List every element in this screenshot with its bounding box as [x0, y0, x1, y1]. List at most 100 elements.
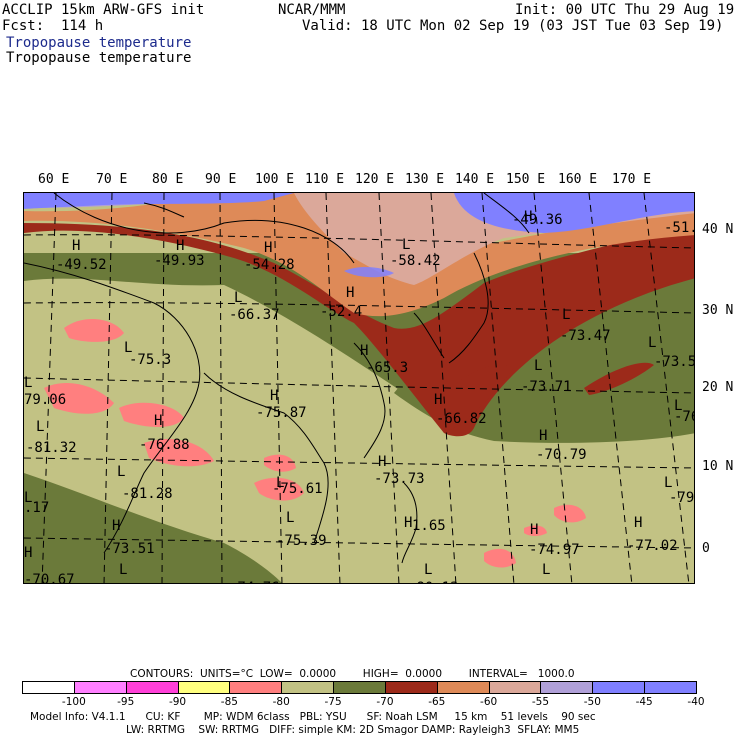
high-marker: H [346, 285, 354, 301]
model-title: ACCLIP 15km ARW-GFS init [2, 2, 205, 18]
shade-minus65-streaks [434, 362, 654, 433]
contour-value: -58.42 [390, 253, 441, 269]
lon-label: 170 E [612, 172, 652, 187]
contour-value: -81.32 [26, 440, 77, 456]
low-marker: L [24, 490, 32, 506]
low-marker: L [664, 475, 672, 491]
high-marker: H [72, 238, 80, 254]
lon-label: 150 E [506, 172, 546, 187]
colorbar-swatch [384, 681, 438, 694]
lon-label: 130 E [405, 172, 445, 187]
high-marker: H [24, 545, 32, 561]
contour-value: -66.82 [436, 411, 487, 427]
colorbar-swatch [333, 681, 386, 694]
low-marker: L [24, 375, 32, 391]
colorbar-tick: -45 [635, 696, 653, 708]
graticule [24, 193, 694, 583]
high-marker: H [378, 454, 386, 470]
model-info-2: LW: RRTMG SW: RRTMG DIFF: simple KM: 2D … [126, 724, 580, 736]
contour-value: -66.37 [229, 307, 280, 323]
model-info: Model Info: V4.1.1 CU: KF MP: WDM 6class… [30, 711, 596, 723]
colorbar-swatch [540, 681, 594, 694]
low-marker: L [119, 562, 127, 578]
contour-value: -73.55 [654, 354, 695, 370]
contour-value: -73.71 [521, 379, 572, 395]
contour-value: -49.36 [512, 212, 563, 228]
center-label: NCAR/MMM [278, 2, 346, 18]
contour-value: -80.13 [408, 580, 459, 584]
contour-info: CONTOURS: UNITS=°C LOW= 0.0000 HIGH= 0.0… [130, 668, 575, 680]
contour-value: -76.4 [674, 409, 695, 425]
low-marker: L [124, 340, 132, 356]
colorbar-swatch [22, 681, 75, 694]
colorbar-tick: -85 [220, 696, 238, 708]
contour-value: -52.4 [320, 304, 362, 320]
contour-value: -49.52 [56, 257, 107, 273]
colorbar-tick: -60 [480, 696, 498, 708]
colorbar-tick: -80 [272, 696, 290, 708]
high-marker: H [112, 518, 120, 534]
contour-value: -76.88 [139, 437, 190, 453]
lat-label: 20 N [702, 380, 734, 395]
low-marker: L [674, 398, 682, 414]
contour-value: 1.65 [412, 518, 446, 534]
contour-labels: H-49.52H-49.93H-54.28L-58.42H-49.36 -51.H… [24, 209, 695, 584]
high-marker: H [434, 392, 442, 408]
lon-label: 80 E [152, 172, 184, 187]
map-panel: H -49.52 H -49.93 H -54.28 L -58.42 H -49.36 -51. H… [23, 192, 695, 584]
contour-value: -73.47 [560, 328, 611, 344]
contour-value: -75.87 [256, 405, 307, 421]
contour-value: -73.51 [104, 541, 155, 557]
map-svg: H-49.52H-49.93H-54.28L-58.42H-49.36 -51.H… [24, 193, 695, 584]
contour-value: -70.67 [24, 572, 75, 584]
contour-value: -74.76 [229, 580, 280, 584]
colorbar-swatch [488, 681, 542, 694]
colorbar-swatch [125, 681, 179, 694]
contour-value: -75.61 [272, 481, 323, 497]
field-title-contour: Tropopause temperature [6, 50, 192, 66]
lat-label: 40 N [702, 222, 734, 237]
high-marker: H [270, 388, 278, 404]
colorbar-swatch [436, 681, 490, 694]
coastlines [24, 193, 530, 564]
init-time: Init: 00 UTC Thu 29 Aug 19 [515, 2, 735, 18]
colorbar-tick: -90 [168, 696, 187, 708]
colorbar-swatch [644, 681, 697, 694]
lon-label: 140 E [455, 172, 495, 187]
lat-label: 10 N [702, 459, 734, 474]
colorbar-tick: -100 [61, 696, 86, 708]
colorbar-tick: -65 [428, 696, 446, 708]
low-marker: L [424, 562, 432, 578]
colorbar [22, 681, 697, 694]
contour-value: -79. [669, 490, 695, 506]
colorbar-tick: -70 [376, 696, 394, 708]
contour-value: -77.02 [627, 538, 678, 554]
contour-value: -81.28 [122, 486, 173, 502]
low-marker: L [402, 237, 410, 253]
lat-label: 30 N [702, 303, 734, 318]
contour-value: 79.06 [24, 392, 66, 408]
high-marker: H [360, 343, 368, 359]
lon-label: 100 E [255, 172, 295, 187]
contour-value: -75.3 [129, 352, 171, 368]
field-title-shaded: Tropopause temperature [6, 35, 192, 51]
lon-label: 160 E [558, 172, 598, 187]
high-marker: H [264, 240, 272, 256]
lon-label: 120 E [355, 172, 395, 187]
high-marker: H [404, 515, 412, 531]
colorbar-swatch [73, 681, 127, 694]
contour-value: -65.3 [366, 360, 408, 376]
low-marker: L [542, 562, 550, 578]
colorbar-tick: -95 [117, 696, 135, 708]
low-marker: L [36, 419, 44, 435]
colorbar-swatch [229, 681, 283, 694]
high-marker: H [530, 522, 538, 538]
low-marker: L [562, 307, 570, 323]
contour-value: -74.97 [529, 542, 580, 558]
colorbar-swatch [592, 681, 646, 694]
colorbar-tick: -50 [583, 696, 601, 708]
contour-value: -70.79 [536, 447, 587, 463]
high-marker: H [176, 238, 184, 254]
contour-value: -73.73 [374, 471, 425, 487]
low-marker: L [117, 464, 125, 480]
